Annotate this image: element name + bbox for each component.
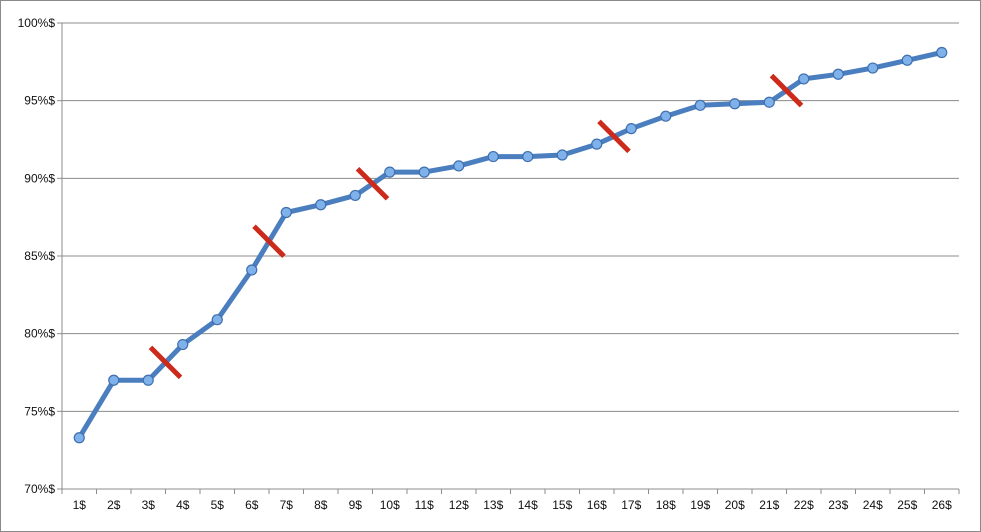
axes — [57, 22, 960, 494]
data-point-10$ — [384, 166, 396, 178]
data-point-9$ — [349, 189, 361, 202]
x-tick-label: 4$ — [176, 498, 190, 512]
data-point-13$ — [487, 150, 499, 163]
break-markers — [148, 73, 804, 380]
x-tick-label: 13$ — [483, 498, 503, 512]
x-tick-label: 16$ — [587, 498, 607, 512]
series-line-path — [76, 50, 945, 441]
x-tick-label: 23$ — [828, 498, 848, 512]
data-point-8$ — [315, 199, 327, 211]
x-tick-label: 21$ — [759, 498, 779, 512]
x-tick-label: 10$ — [380, 498, 400, 512]
y-tick-label: 100%$ — [18, 16, 56, 30]
y-tick-label: 95%$ — [24, 94, 55, 108]
data-point-19$ — [694, 99, 706, 111]
x-tick-label: 18$ — [656, 498, 676, 512]
x-tick-label: 8$ — [314, 498, 328, 512]
data-point-21$ — [763, 96, 775, 108]
x-tick-label: 20$ — [725, 498, 745, 512]
data-point-17$ — [625, 123, 637, 135]
x-tick-label: 2$ — [107, 498, 121, 512]
x-tick-label: 12$ — [449, 498, 469, 512]
data-point-23$ — [832, 68, 844, 80]
data-point-4$ — [177, 338, 189, 351]
x-tick-label: 15$ — [552, 498, 572, 512]
data-point-26$ — [936, 46, 948, 59]
x-tick-label: 1$ — [73, 498, 87, 512]
x-tick-label: 9$ — [349, 498, 363, 512]
break-marker — [252, 224, 286, 259]
x-tick-label: 22$ — [794, 498, 814, 512]
data-point-15$ — [556, 149, 568, 161]
data-point-25$ — [901, 54, 913, 66]
y-tick-label: 85%$ — [24, 249, 55, 263]
x-tick-label: 17$ — [621, 498, 641, 512]
y-tick-label: 90%$ — [24, 171, 55, 185]
y-tick-label: 75%$ — [24, 404, 55, 418]
x-tick-label: 11$ — [415, 498, 434, 512]
break-marker — [148, 345, 183, 380]
x-tick-label: 14$ — [518, 498, 538, 512]
data-point-7$ — [280, 206, 292, 219]
x-tick-label: 3$ — [142, 498, 156, 512]
data-point-24$ — [867, 62, 879, 74]
data-point-1$ — [73, 432, 85, 444]
data-points — [73, 46, 948, 444]
data-point-14$ — [522, 150, 534, 163]
data-point-2$ — [108, 374, 120, 386]
y-tick-label: 80%$ — [24, 327, 55, 341]
data-point-6$ — [246, 264, 258, 276]
x-tick-label: 7$ — [280, 498, 294, 512]
data-point-11$ — [418, 166, 430, 178]
x-tick-label: 6$ — [245, 498, 259, 512]
data-point-22$ — [798, 73, 810, 85]
data-point-18$ — [660, 110, 672, 122]
data-point-16$ — [591, 138, 603, 150]
break-marker — [597, 119, 631, 154]
data-point-20$ — [729, 98, 741, 110]
break-marker — [769, 73, 804, 108]
data-point-12$ — [453, 160, 465, 172]
x-tick-label: 25$ — [897, 498, 917, 512]
x-tick-label: 26$ — [932, 498, 952, 512]
x-tick-label: 24$ — [863, 498, 883, 512]
series-line — [76, 50, 945, 441]
x-tick-labels: 1$ 2$ 3$ 4$ 5$ 6$ 7$ 8$ 9$ 10$ 11$ 12$ 13$ 14$ 15$ 16$ 1… — [73, 498, 953, 512]
data-point-3$ — [142, 374, 154, 386]
x-tick-label: 5$ — [211, 498, 225, 512]
break-marker — [355, 167, 390, 201]
gridlines — [62, 22, 959, 412]
x-tick-label: 19$ — [690, 498, 710, 512]
y-tick-label: 70%$ — [24, 482, 55, 496]
data-point-5$ — [211, 314, 223, 326]
y-tick-labels: 70%$ 75%$ 80%$ 85%$ 90%$ 95%$ 100%$ — [18, 16, 56, 496]
